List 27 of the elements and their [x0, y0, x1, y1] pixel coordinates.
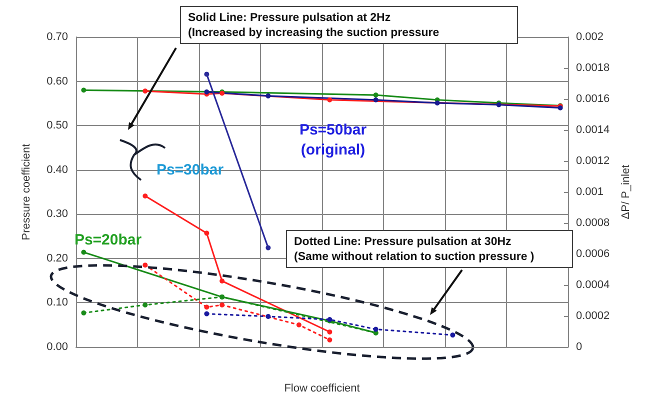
y-tick-label: 0.70 [46, 31, 68, 43]
annotation: Ps=50bar (original) [299, 122, 367, 158]
annotation: Ps=30bar [156, 162, 224, 178]
y-tick-label: 0.40 [46, 164, 68, 176]
y2-tick-label: 0.0008 [576, 217, 610, 229]
annotation: Ps=20bar [74, 232, 142, 248]
y2-tick-label: 0.0016 [576, 93, 610, 105]
y2-tick-label: 0.0012 [576, 155, 610, 167]
y2-tick-label: 0.0014 [576, 124, 610, 136]
y-tick-label: 0.10 [46, 296, 68, 309]
y2-tick-label: 0.001 [576, 186, 604, 198]
y2-axis-title: ΔP/ P_inlet [620, 164, 632, 220]
y-tick-label: 0.60 [46, 75, 68, 88]
y-tick-label: 0.00 [46, 341, 68, 353]
y2-tick-label: 0.002 [576, 31, 604, 43]
y2-tick-label: 0.0006 [576, 248, 610, 260]
y-tick-label: 0.50 [46, 120, 68, 132]
x-axis-title: Flow coefficient [284, 382, 360, 394]
y-axis-title: Pressure coefficient [20, 144, 32, 240]
y2-tick-label: 0.0002 [576, 310, 610, 322]
y-tick-label: 0.20 [46, 252, 68, 264]
y2-tick-label: 0 [576, 341, 582, 353]
y2-tick-label: 0.0018 [576, 62, 610, 74]
callout-box: Solid Line: Pressure pulsation at 2Hz (Increased by increasing the suction pressure [180, 6, 518, 44]
y-tick-label: 0.30 [46, 208, 68, 220]
callout-box: Dotted Line: Pressure pulsation at 30Hz (Same without relation to suction pressure ) [286, 230, 573, 268]
y2-tick-label: 0.0004 [576, 279, 610, 291]
